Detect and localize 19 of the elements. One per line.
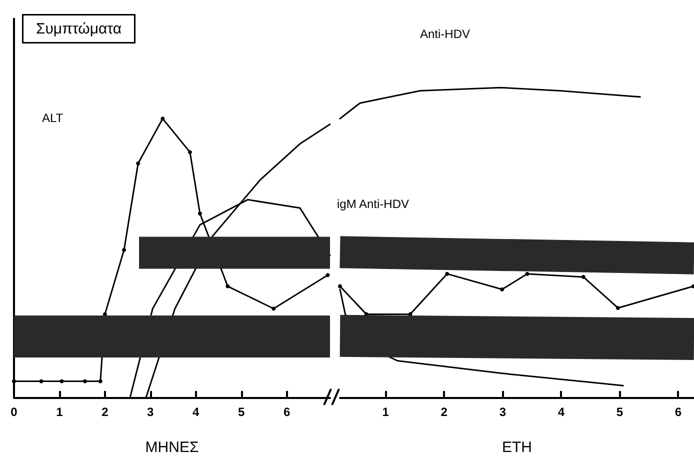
x-tick-label: 3: [147, 405, 154, 419]
x-tick-label: 6: [283, 405, 290, 419]
x-tick-label: 5: [238, 405, 245, 419]
x-tick-label: 1: [56, 405, 64, 419]
x-tick-label: 6: [674, 405, 682, 419]
annotation: ALT: [42, 111, 64, 125]
text: Συμπτώματα: [36, 20, 122, 38]
x-tick-label: 4: [558, 405, 565, 419]
x-axis-title: ΜΗΝΕΣ: [145, 439, 199, 456]
x-tick-label: 5: [616, 405, 624, 419]
x-tick-label: 2: [102, 405, 109, 419]
text: Anti-HDV: [420, 27, 470, 41]
x-tick-label: 2: [440, 405, 448, 419]
annotation: igM Anti-HDV: [337, 197, 410, 211]
x-tick-label: 3: [499, 405, 506, 419]
x-tick-label: 4: [192, 405, 200, 419]
x-tick-label: 1: [382, 405, 390, 419]
x-tick-label: 0: [10, 405, 18, 419]
x-axis-title: ΕΤΗ: [502, 439, 532, 456]
